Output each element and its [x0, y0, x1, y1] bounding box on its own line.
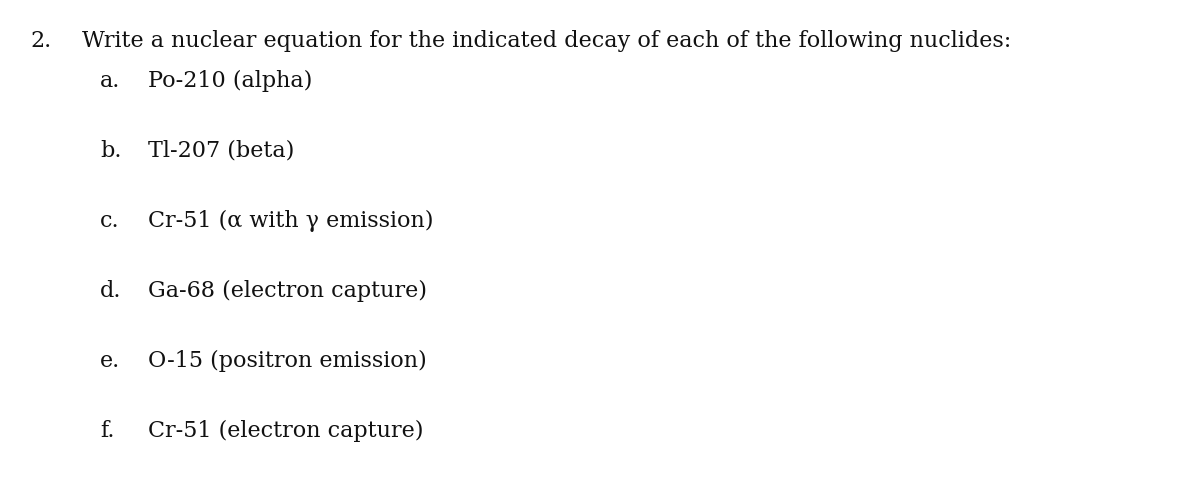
Text: d.: d. — [100, 280, 121, 302]
Text: e.: e. — [100, 350, 120, 372]
Text: Tl-207 (beta): Tl-207 (beta) — [148, 140, 294, 162]
Text: Ga-68 (electron capture): Ga-68 (electron capture) — [148, 280, 427, 302]
Text: c.: c. — [100, 210, 120, 232]
Text: Cr-51 (α with γ emission): Cr-51 (α with γ emission) — [148, 210, 433, 232]
Text: O-15 (positron emission): O-15 (positron emission) — [148, 350, 427, 372]
Text: Po-210 (alpha): Po-210 (alpha) — [148, 70, 312, 92]
Text: Cr-51 (electron capture): Cr-51 (electron capture) — [148, 420, 424, 442]
Text: b.: b. — [100, 140, 121, 162]
Text: 2.: 2. — [30, 30, 52, 52]
Text: a.: a. — [100, 70, 120, 92]
Text: Write a nuclear equation for the indicated decay of each of the following nuclid: Write a nuclear equation for the indicat… — [82, 30, 1012, 52]
Text: f.: f. — [100, 420, 114, 442]
